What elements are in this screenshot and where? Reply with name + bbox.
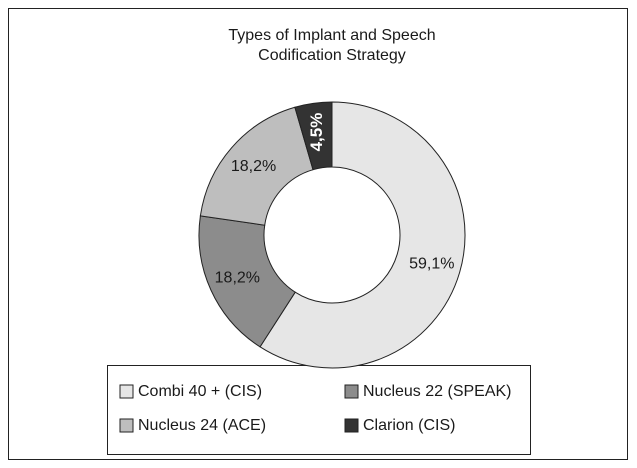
donut-segment xyxy=(259,101,466,369)
legend-label: Nucleus 24 (ACE) xyxy=(138,417,266,434)
data-label: 4,5% xyxy=(307,113,326,152)
frame xyxy=(8,8,628,460)
legend-label: Combi 40 + (CIS) xyxy=(138,383,262,400)
legend-swatch xyxy=(344,418,359,433)
legend-label: Nucleus 22 (SPEAK) xyxy=(363,383,512,400)
data-label: 18,2% xyxy=(231,158,276,175)
legend xyxy=(107,365,531,455)
chart-title: Codification Strategy xyxy=(258,47,406,64)
legend-label: Clarion (CIS) xyxy=(363,417,455,434)
chart-title: Types of Implant and Speech xyxy=(228,27,435,44)
legend-swatch xyxy=(119,418,134,433)
data-label: 18,2% xyxy=(215,269,260,286)
legend-swatch xyxy=(119,384,134,399)
data-label: 59,1% xyxy=(409,256,454,273)
donut-segment xyxy=(294,101,333,171)
legend-swatch xyxy=(344,384,359,399)
